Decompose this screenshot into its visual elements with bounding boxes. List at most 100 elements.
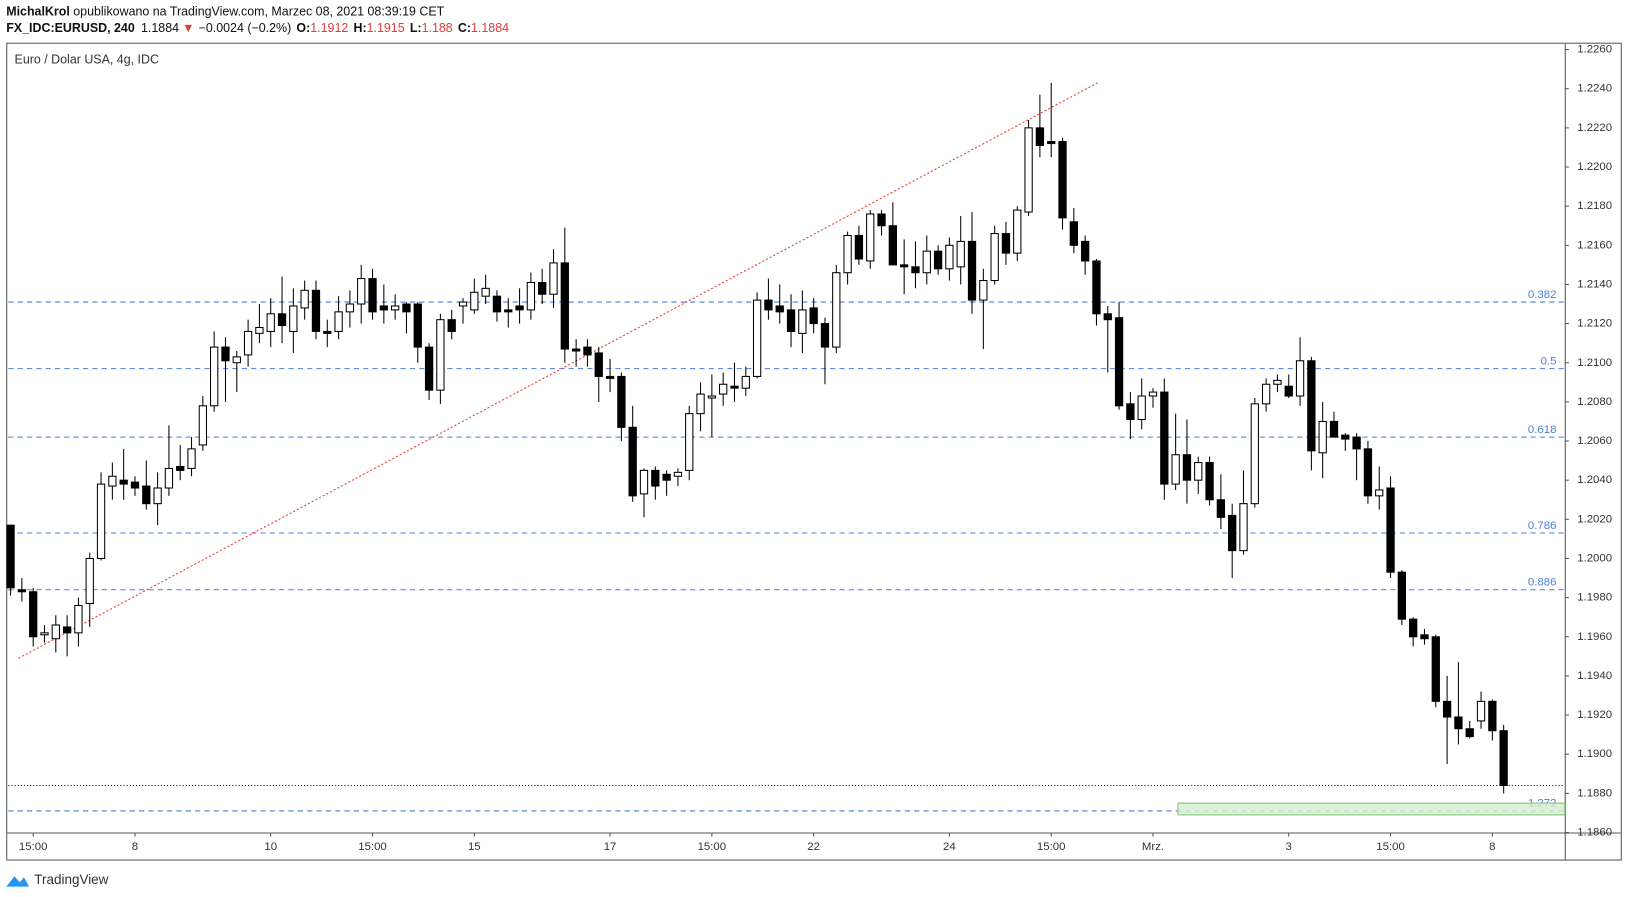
candle-body <box>730 385 739 389</box>
x-tick-label: 8 <box>1489 841 1495 853</box>
candle-body <box>176 465 185 471</box>
candle-body <box>685 413 694 471</box>
y-tick-label: 1.2180 <box>1577 200 1612 212</box>
author: MichalKrol <box>6 5 70 19</box>
fib-label: 0.5 <box>1541 355 1557 367</box>
y-tick-label: 1.1980 <box>1577 592 1612 604</box>
candle-body <box>1273 379 1282 385</box>
candle-body <box>266 313 275 332</box>
candle-body <box>323 330 332 334</box>
candle-body <box>164 467 174 489</box>
candle-body <box>300 289 309 309</box>
candle-body <box>786 309 796 332</box>
candle-body <box>515 305 524 311</box>
candle-body <box>752 299 762 377</box>
candle-body <box>108 475 117 487</box>
fib-label: 0.786 <box>1528 520 1557 532</box>
fib-label: 0.886 <box>1528 577 1557 589</box>
open-label: O: <box>296 21 310 35</box>
candle-body <box>888 225 897 266</box>
x-tick-label: 15:00 <box>19 841 48 853</box>
y-tick-label: 1.2000 <box>1577 552 1612 564</box>
y-tick-label: 1.2060 <box>1577 435 1612 447</box>
candle-body <box>119 479 128 485</box>
candle-body <box>1148 391 1158 397</box>
candle-body <box>933 250 943 270</box>
y-tick-label: 1.2220 <box>1577 122 1612 134</box>
x-tick-label: 15:00 <box>1376 841 1405 853</box>
publish-line: MichalKrol opublikowano na TradingView.c… <box>6 5 444 19</box>
candle-body <box>1329 420 1339 438</box>
candle-body <box>594 352 603 377</box>
candle-body <box>40 632 49 636</box>
y-tick-label: 1.2120 <box>1577 318 1612 330</box>
candle-body <box>1352 436 1361 450</box>
candle-body <box>153 487 162 505</box>
open-value: 1.1912 <box>310 21 348 35</box>
candle-body <box>1216 499 1226 518</box>
candle-body <box>719 383 728 395</box>
x-tick-label: 10 <box>264 841 277 853</box>
published: opublikowano na TradingView.com, Marzec … <box>70 5 445 19</box>
candle-body <box>1341 434 1350 440</box>
chart-title: Euro / Dolar USA, 4g, IDC <box>15 53 159 67</box>
candle-body <box>696 393 705 415</box>
candle-body <box>1499 730 1508 787</box>
candle-body <box>243 330 253 356</box>
quote-line: FX_IDC:EURUSD, 240 1.1884 ▼ −0.0024 (−0.2%)… <box>6 21 509 35</box>
candle-body <box>17 589 27 593</box>
candle-body <box>413 303 422 348</box>
candle-body <box>1284 385 1293 397</box>
candle-body <box>379 305 388 311</box>
y-tick-label: 1.2100 <box>1577 357 1612 369</box>
candle-body <box>967 240 977 301</box>
candle-body <box>402 303 411 313</box>
target-zone <box>1177 802 1566 816</box>
candle-body <box>1420 634 1429 640</box>
candle-body <box>911 266 920 274</box>
y-tick-label: 1.1860 <box>1577 826 1612 838</box>
y-tick-label: 1.2160 <box>1577 239 1612 251</box>
candle-body <box>1318 420 1327 454</box>
candle-body <box>436 319 445 391</box>
candle-body <box>583 346 592 356</box>
candle-body <box>29 591 38 638</box>
candle-body <box>1137 395 1146 421</box>
x-tick-label: 15:00 <box>358 841 387 853</box>
candle-body <box>741 375 750 389</box>
candle-body <box>96 483 106 559</box>
candle-body <box>560 262 569 350</box>
candle-body <box>1205 462 1214 501</box>
candle-body <box>854 234 864 260</box>
candle-body <box>877 213 886 227</box>
candle-body <box>820 323 830 348</box>
candle-body <box>1114 317 1124 407</box>
fib-label: 0.382 <box>1528 289 1557 301</box>
candle-body <box>1409 618 1418 638</box>
candle-body <box>956 240 965 268</box>
logo-icon <box>6 876 30 887</box>
candle-body <box>809 307 818 325</box>
candle-body <box>662 473 671 481</box>
direction: ▼ <box>182 21 194 35</box>
candle-body <box>1261 383 1271 405</box>
candle-body <box>198 405 208 446</box>
candle-body <box>549 262 558 295</box>
candle-body <box>1442 700 1452 718</box>
low-label: L: <box>410 21 422 35</box>
candle-body <box>1431 636 1440 702</box>
candle-body <box>979 280 988 301</box>
candle-body <box>639 469 649 495</box>
candle-body <box>571 348 581 352</box>
candle-body <box>843 234 852 274</box>
y-tick-label: 1.2040 <box>1577 474 1612 486</box>
last-price: 1.1884 <box>141 21 179 35</box>
candle-body <box>1160 391 1169 485</box>
candle-body <box>6 524 15 589</box>
candle-body <box>866 213 875 262</box>
close-label: C: <box>458 21 471 35</box>
candle-body <box>526 281 536 311</box>
candle-body <box>1454 716 1463 730</box>
footer-logo: TradingView <box>6 872 109 887</box>
candle-body <box>368 278 377 313</box>
